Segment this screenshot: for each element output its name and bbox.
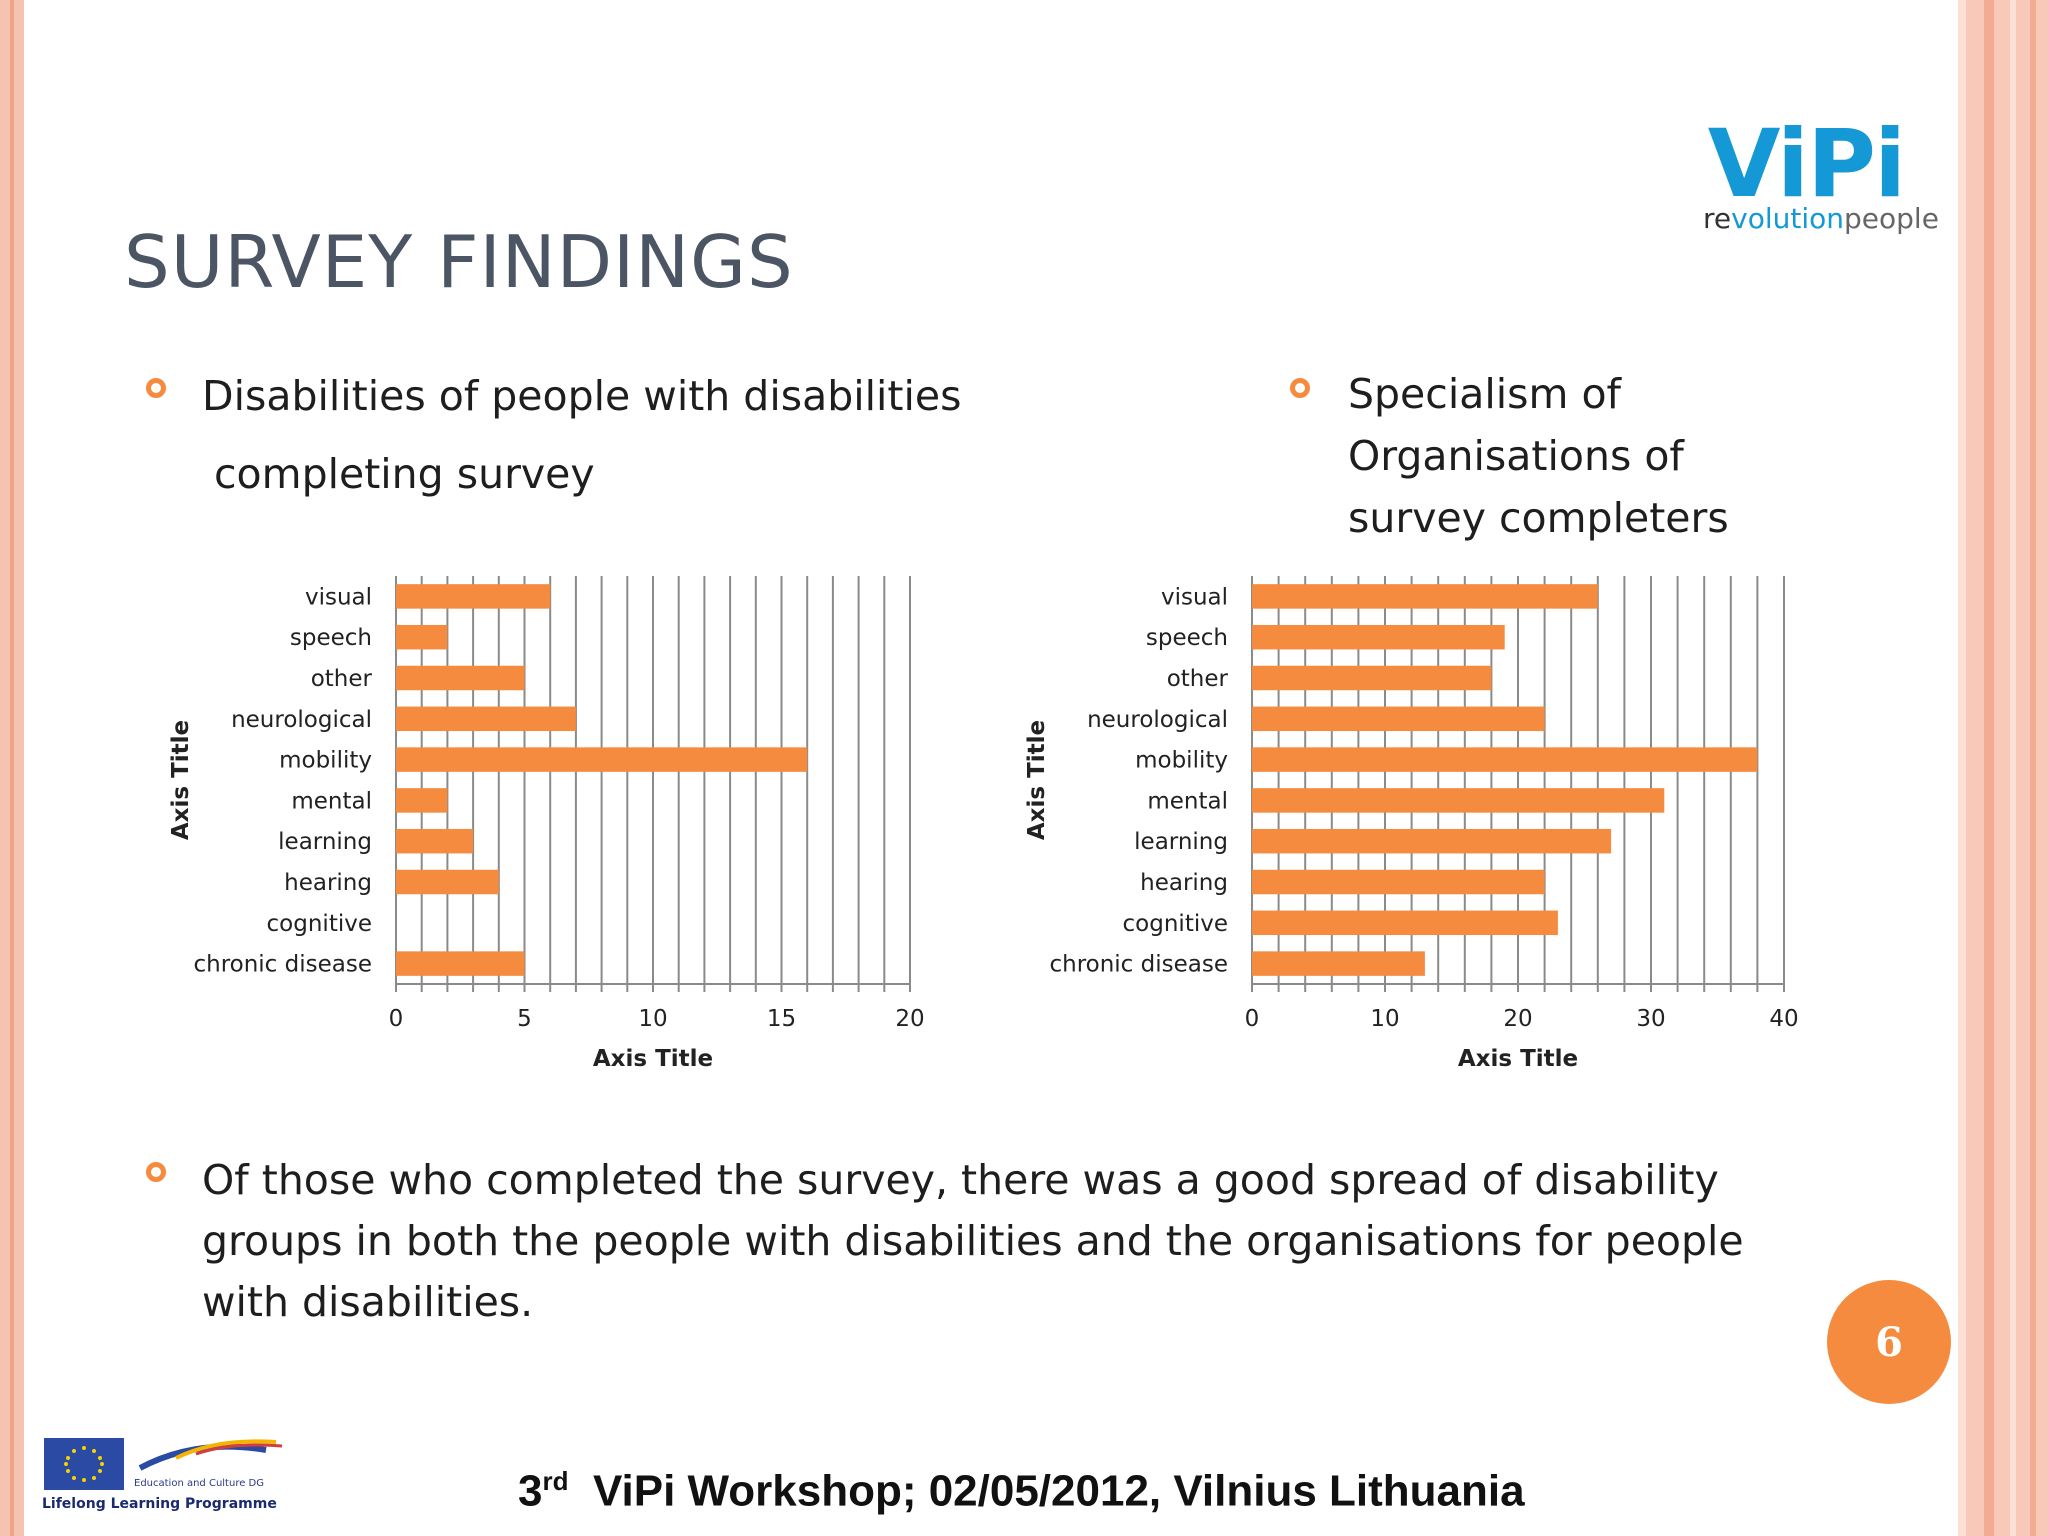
bullet-bottom-line-3: with disabilities. [202,1278,534,1326]
bar-cognitive [1252,910,1558,936]
bar-speech [396,624,448,650]
x-axis-title: Axis Title [1458,1046,1578,1072]
bullet-marker-bottom [146,1162,166,1182]
x-tick-label: 15 [767,1006,796,1032]
eu-flag-icon [44,1438,124,1490]
x-tick-label: 30 [1636,1006,1665,1032]
bar-visual [1252,584,1598,609]
x-tick-label: 0 [1245,1006,1260,1032]
chart-disabilities-people: visual speech other neurological mobility men… [160,560,940,1080]
bullet-right-line-2: Organisations of [1348,432,1684,480]
category-label: cognitive [267,911,372,937]
category-label: mental [291,788,372,814]
category-label: visual [305,584,372,610]
bar-learning [1252,828,1612,854]
slide-title: SURVEY FINDINGS [124,220,794,304]
bar-visual [396,584,551,609]
bar-mobility [396,747,808,772]
x-tick-label: 10 [1370,1006,1399,1032]
page-number-badge: 6 [1827,1280,1951,1404]
bar-neurological [1252,706,1545,732]
category-label: learning [1134,829,1228,855]
y-axis-title: Axis Title [168,720,194,840]
bullet-bottom-line-1: Of those who completed the survey, there… [202,1156,1719,1204]
x-tick-label: 40 [1769,1006,1798,1032]
bullet-right-line-3: survey completers [1348,494,1729,542]
category-label: cognitive [1123,911,1228,937]
category-label: speech [1146,625,1228,651]
category-label: mental [1147,788,1228,814]
bullet-left-line-1: Disabilities of people with disabilities [202,372,962,420]
x-tick-label: 20 [1503,1006,1532,1032]
bullet-marker-left [146,378,166,398]
category-label: other [311,666,373,692]
category-label: chronic disease [193,952,372,978]
bar-mental [396,788,448,813]
category-label: hearing [284,870,372,896]
bar-speech [1252,624,1505,650]
chart-organisation-specialism: visual speech other neurological mobility men… [1016,560,1816,1080]
vipi-logo-mark: ViPi [1707,110,1906,219]
x-tick-label: 10 [638,1006,667,1032]
category-label: neurological [1087,707,1228,733]
category-label: visual [1161,584,1228,610]
eu-dg-label: Education and Culture DG [134,1478,264,1489]
category-label: learning [278,829,372,855]
category-label: other [1167,666,1229,692]
eu-programme-label: Lifelong Learning Programme [42,1496,277,1512]
x-tick-label: 0 [389,1006,404,1032]
bullet-bottom-line-2: groups in both the people with disabilit… [202,1217,1744,1265]
bullet-marker-right [1290,378,1310,398]
vipi-logo: ViPi revolutionpeople [1666,110,1946,240]
bar-other [396,665,525,691]
bar-chronic-disease [1252,951,1425,976]
x-tick-label: 5 [517,1006,532,1032]
bullet-left-line-2: completing survey [214,450,595,498]
x-tick-label: 20 [895,1006,924,1032]
x-axis-title: Axis Title [593,1046,713,1072]
y-axis-title: Axis Title [1024,720,1050,840]
category-label: neurological [231,707,372,733]
category-label: mobility [279,748,372,774]
category-label: chronic disease [1049,952,1228,978]
slide-frame-right [1958,0,2048,1536]
vipi-logo-tagline: revolutionpeople [1703,202,1939,235]
llp-swoosh-icon [136,1432,286,1482]
category-label: speech [290,625,372,651]
bar-chronic-disease [396,951,525,976]
bar-neurological [396,706,576,732]
slide-frame-left [0,0,24,1536]
bar-learning [396,828,474,854]
category-label: hearing [1140,870,1228,896]
bar-hearing [1252,869,1545,895]
eu-lifelong-learning-logo: Education and Culture DG Lifelong Learni… [40,1430,290,1520]
bar-hearing [396,869,499,895]
slide-footer: 3rd ViPi Workshop; 02/05/2012, Vilnius L… [518,1466,1525,1516]
chart-disabilities-people-svg: visual speech other neurological mobility men… [168,576,925,1072]
chart-organisation-specialism-svg: visual speech other neurological mobility men… [1024,576,1799,1072]
bar-mobility [1252,747,1758,772]
bar-mental [1252,788,1665,813]
category-label: mobility [1135,748,1228,774]
bar-other [1252,665,1492,691]
bullet-right-line-1: Specialism of [1348,370,1621,418]
